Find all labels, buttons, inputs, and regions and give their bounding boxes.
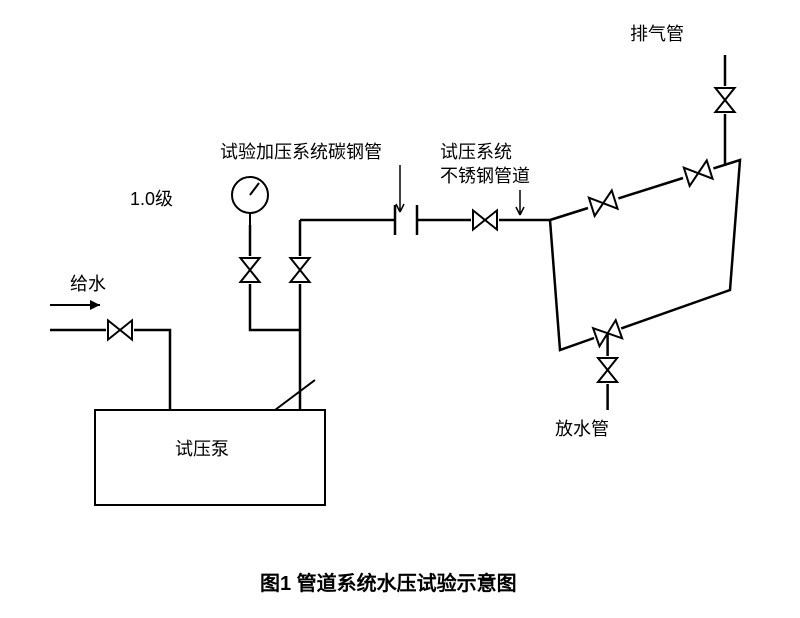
pipe-test-loop [550, 160, 740, 350]
label-exhaust: 排气管 [630, 24, 684, 44]
valve-loop-top-left [589, 190, 618, 216]
schematic-svg: 排气管 试验加压系统碳钢管 试压系统 不锈钢管道 1.0级 给水 试压泵 放水管… [0, 0, 800, 618]
label-gauge-grade: 1.0级 [130, 189, 173, 209]
valves-group [108, 88, 735, 382]
valve-water-in [108, 320, 132, 339]
label-carbon-steel: 试验加压系统碳钢管 [220, 142, 382, 162]
label-pump: 试压泵 [175, 439, 229, 459]
label-stainless-top: 试压系统 [440, 142, 512, 162]
label-drain: 放水管 [555, 419, 609, 439]
figure-caption: 图1 管道系统水压试验示意图 [260, 571, 517, 595]
label-water-in: 给水 [70, 274, 106, 294]
leader-carbon [396, 165, 404, 212]
water-arrow-head [90, 300, 100, 310]
pipe-gauge [250, 225, 300, 330]
valve-main [290, 258, 309, 282]
pump-lever [275, 380, 315, 410]
gauge-needle [250, 183, 259, 195]
valve-gauge [240, 258, 259, 282]
diagram-canvas: 排气管 试验加压系统碳钢管 试压系统 不锈钢管道 1.0级 给水 试压泵 放水管… [0, 0, 800, 618]
leader-stainless [516, 190, 524, 215]
valve-exhaust [715, 88, 734, 112]
valve-loop-top-right [684, 160, 713, 186]
valve-center [473, 210, 497, 229]
pipe-water-in [50, 330, 170, 410]
label-stainless-bottom: 不锈钢管道 [440, 166, 530, 186]
valve-drain [598, 358, 617, 382]
